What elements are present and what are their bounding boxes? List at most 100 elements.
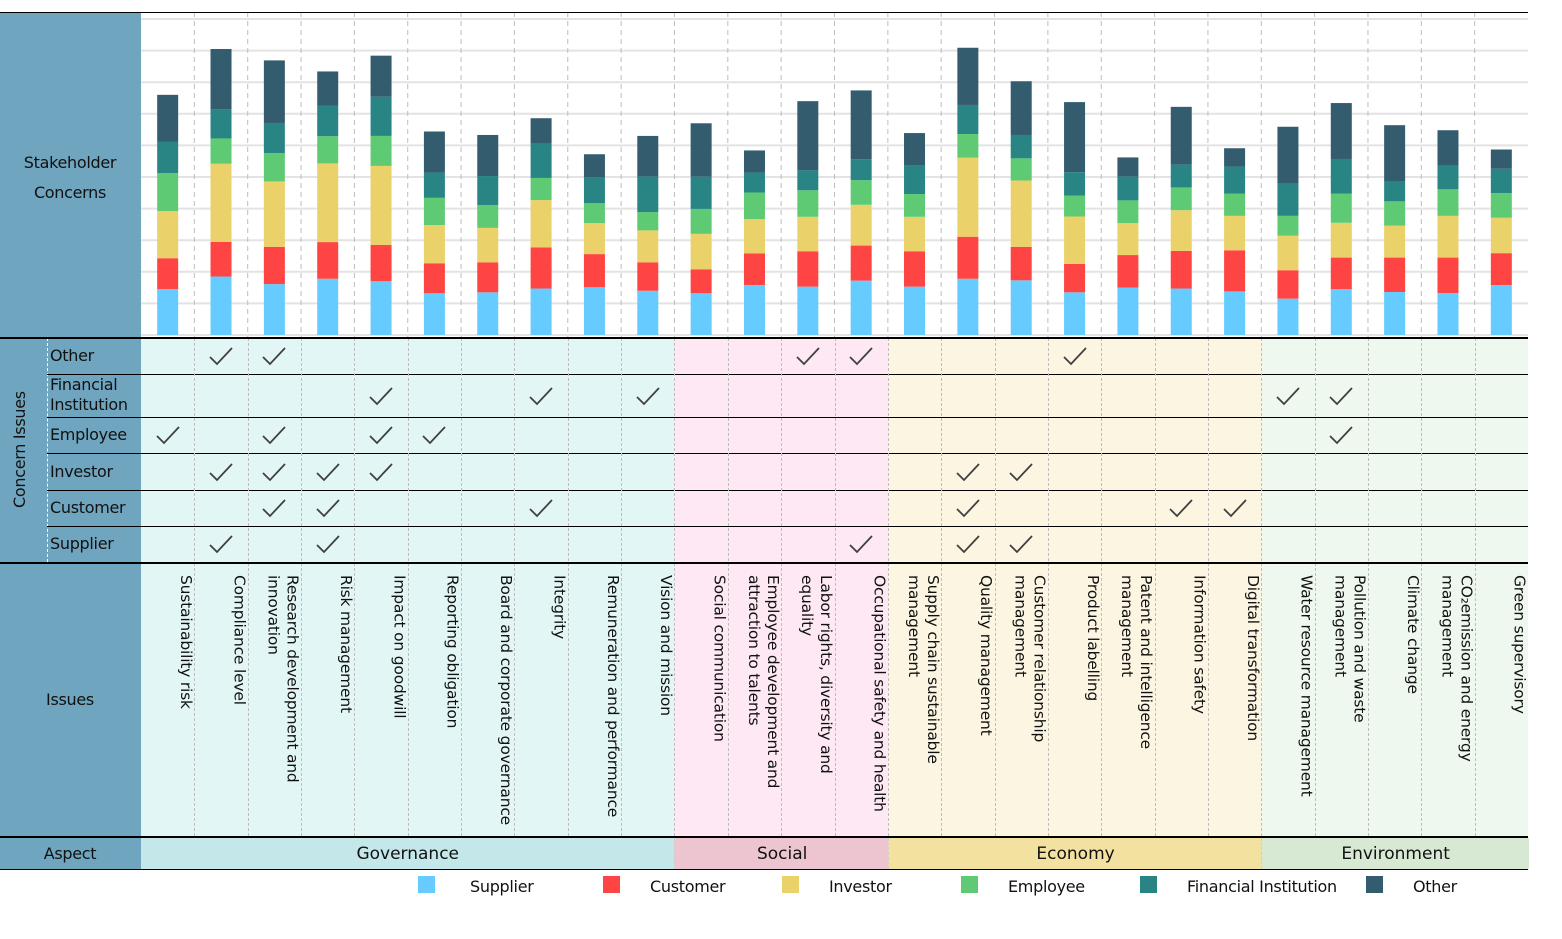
legend-label: Supplier [470,877,534,896]
issue-label: Occupational safety and health [870,575,889,812]
bar-segment-supplier [477,292,499,335]
bar-segment-financial-institution [904,164,926,195]
bar-segment-financial-institution [1384,181,1406,202]
bar-segment-customer [1490,253,1512,286]
bar-stack-co-emission-and-energy-management [1437,130,1459,335]
bar-segment-other [1224,148,1246,167]
bar-segment-other [263,60,285,123]
bar-segment-supplier [1384,292,1406,335]
bar-stack-pollution-and-waste-management [1330,103,1352,335]
bar-segment-employee [1384,201,1406,226]
concern-issues-divider [47,338,48,562]
bar-segment-supplier [423,293,445,335]
bar-segment-other [317,71,339,106]
bar-segment-employee [157,173,179,212]
bar-segment-customer [423,263,445,294]
bar-segment-investor [1170,210,1192,251]
bar-segment-employee [797,190,819,217]
issue-label: Climate change [1403,575,1422,694]
concern-row-label-financial-institution: Financial Institution [50,375,128,414]
bar-segment-employee [637,212,659,231]
bar-segment-customer [530,247,552,289]
bar-segment-employee [1064,195,1086,217]
column-separator [674,338,676,836]
bar-segment-customer [904,251,926,287]
bar-segment-investor [1384,225,1406,258]
bar-segment-customer [1064,263,1086,293]
bar-segment-employee [1490,193,1512,218]
bar-segment-other [797,101,819,171]
check-icon [315,461,341,483]
aspect-label: Aspect [43,844,97,863]
column-separator [1474,338,1476,836]
issue-label: CO₂emission and energy management [1438,575,1476,762]
check-icon [955,497,981,519]
concern-row-divider [47,374,1528,375]
issue-label: Product labelling [1083,575,1102,702]
bar-segment-employee [477,205,499,228]
bar-segment-employee [957,134,979,158]
bar-segment-customer [477,262,499,293]
bar-segment-employee [743,192,765,220]
bar-segment-employee [530,177,552,201]
issue-label: Vision and mission [657,575,676,716]
bar-segment-customer [263,246,285,285]
bar-segment-financial-institution [1330,158,1352,194]
bar-segment-supplier [1490,285,1512,335]
bar-segment-supplier [1330,289,1352,335]
check-icon [795,345,821,367]
bar-segment-investor [210,163,232,242]
bar-segment-investor [423,225,445,264]
bar-segment-supplier [1170,288,1192,335]
bar-segment-supplier [1277,298,1299,335]
bar-stack-supply-chain-sustainable-management [904,133,926,335]
check-icon [1275,385,1301,407]
issue-label: Digital transformation [1243,575,1262,741]
chart-bottom-border [0,337,1528,339]
bar-segment-other [530,118,552,144]
issue-label: Information safety [1190,575,1209,714]
bar-stack-digital-transformation [1224,148,1246,335]
bar-segment-supplier [637,290,659,335]
check-icon [528,497,554,519]
aspect-bottom-border [0,869,1528,870]
bar-segment-supplier [263,284,285,335]
bar-segment-supplier [317,278,339,335]
bar-segment-investor [1437,215,1459,258]
legend-label: Other [1413,877,1457,896]
issue-label: Customer relationship management [1011,575,1049,743]
column-separator [621,338,623,836]
bar-stack-green-supervisory [1490,149,1512,335]
issues-bottom-border [0,836,1528,838]
bar-segment-supplier [850,280,872,335]
bar-stack-risk-management [317,71,339,335]
bar-segment-supplier [957,278,979,335]
column-separator [407,338,409,836]
bar-segment-customer [370,244,392,282]
check-icon [635,385,661,407]
bar-stack-quality-management [957,47,979,335]
column-separator [887,338,889,836]
bar-segment-financial-institution [1064,172,1086,196]
issue-label: Green supervisory [1510,575,1529,714]
bar-stack-information-safety [1170,106,1192,335]
bar-stack-water-resource-management [1277,126,1299,335]
bar-segment-supplier [583,287,605,335]
stakeholder-concerns-label: Stakeholder Concerns [23,153,117,202]
column-separator [247,338,249,836]
check-icon [528,385,554,407]
check-icon [1328,385,1354,407]
bar-segment-financial-institution [1224,166,1246,194]
bar-segment-employee [690,208,712,234]
bar-segment-investor [263,181,285,247]
bar-segment-employee [1224,193,1246,216]
bar-segment-customer [1437,257,1459,293]
column-separator [194,338,196,836]
column-separator [994,338,996,836]
bar-segment-supplier [743,285,765,335]
check-icon [368,424,394,446]
bar-stack-social-communication [690,123,712,335]
check-icon [955,461,981,483]
check-icon [208,461,234,483]
legend-label: Investor [829,877,892,896]
